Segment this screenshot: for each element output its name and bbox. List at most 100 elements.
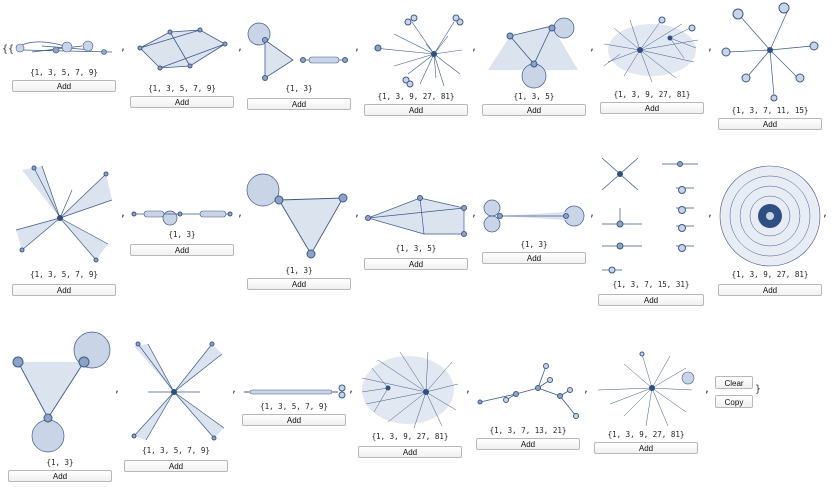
add-button-18[interactable]: Add: [358, 446, 462, 458]
add-button-10[interactable]: Add: [247, 278, 351, 290]
separator: ,: [354, 42, 361, 53]
separator: ,: [589, 208, 596, 219]
graph-2: [137, 27, 228, 71]
add-button-19[interactable]: Add: [476, 438, 580, 450]
outer-open-brace: {{: [2, 44, 15, 55]
add-button-16[interactable]: Add: [124, 460, 228, 472]
graph-cell-20: {1, 3, 9, 27, 81} Add: [594, 350, 698, 458]
graph-20: [597, 351, 695, 427]
graph-cell-15: {1, 3} Add: [8, 328, 112, 484]
graph-7-caption: {1, 3, 7, 11, 15}: [731, 106, 809, 115]
add-button-1[interactable]: Add: [12, 80, 116, 92]
add-button-6[interactable]: Add: [600, 102, 704, 114]
graph-10-caption: {1, 3}: [285, 266, 313, 275]
add-button-15[interactable]: Add: [8, 470, 112, 482]
graph-4-caption: {1, 3, 9, 27, 81}: [377, 92, 455, 101]
graph-cell-7: {1, 3, 7, 11, 15} Add: [718, 2, 822, 132]
graph-cell-12: {1, 3} Add: [482, 196, 586, 268]
graph-3: [247, 22, 348, 81]
graph-19: [477, 363, 579, 419]
graph-11: [365, 195, 467, 237]
add-button-5[interactable]: Add: [482, 104, 586, 116]
graph-cell-8: {1, 3, 5, 7, 9} Add: [12, 160, 116, 300]
separator: ,: [120, 42, 127, 53]
graph-16-caption: {1, 3, 5, 7, 9}: [142, 446, 210, 455]
graph-cell-10: {1, 3} Add: [246, 170, 351, 292]
graph-18: [361, 351, 459, 429]
graph-cell-2: {1, 3, 5, 7, 9} Add: [130, 24, 234, 108]
graph-cell-6: {1, 3, 9, 27, 81} Add: [600, 14, 704, 118]
graph-5-caption: {1, 3, 5}: [513, 92, 555, 101]
outer-close-brace: }: [755, 384, 762, 395]
separator: ,: [583, 384, 590, 395]
separator: ,: [707, 208, 714, 219]
graph-13-caption: {1, 3, 7, 15, 31}: [612, 280, 690, 289]
graph-12: [483, 199, 585, 233]
separator: ,: [348, 384, 355, 395]
separator: ,: [471, 42, 478, 53]
graph-cell-19: {1, 3, 7, 13, 21} Add: [476, 360, 580, 452]
add-button-20[interactable]: Add: [594, 442, 698, 454]
graph-14-caption: {1, 3, 9, 27, 81}: [731, 270, 809, 279]
graph-cell-13: {1, 3, 7, 15, 31} Add: [598, 152, 704, 308]
separator: ,: [231, 384, 238, 395]
graph-10: [246, 173, 348, 259]
graph-17: [244, 384, 346, 399]
add-button-2[interactable]: Add: [130, 96, 234, 108]
add-button-13[interactable]: Add: [598, 294, 704, 306]
add-button-8[interactable]: Add: [12, 284, 116, 296]
graph-cell-17: {1, 3, 5, 7, 9} Add: [242, 380, 346, 428]
graph-5: [488, 17, 578, 89]
separator: ,: [822, 208, 829, 219]
graph-18-caption: {1, 3, 9, 27, 81}: [371, 432, 449, 441]
graph-19-caption: {1, 3, 7, 13, 21}: [489, 426, 567, 435]
separator: ,: [707, 42, 714, 53]
graph-cell-5: {1, 3, 5} Add: [482, 16, 586, 116]
separator: ,: [354, 208, 361, 219]
graph-cell-4: {1, 3, 9, 27, 81} Add: [364, 14, 468, 118]
graph-6-caption: {1, 3, 9, 27, 81}: [613, 90, 691, 99]
graph-20-caption: {1, 3, 9, 27, 81}: [607, 430, 685, 439]
separator: ,: [471, 208, 478, 219]
separator: ,: [465, 384, 472, 395]
add-button-9[interactable]: Add: [130, 244, 234, 256]
add-button-7[interactable]: Add: [718, 118, 822, 130]
add-button-14[interactable]: Add: [718, 284, 822, 296]
separator: ,: [237, 42, 244, 53]
graph-cell-1: {1, 3, 5, 7, 9} Add: [12, 38, 116, 98]
separator: ,: [114, 384, 121, 395]
add-button-12[interactable]: Add: [482, 252, 586, 264]
separator: ,: [704, 384, 711, 395]
separator: ,: [237, 208, 244, 219]
graph-1: [15, 40, 113, 55]
graph-cell-11: {1, 3, 5} Add: [364, 194, 468, 272]
graph-14: [719, 165, 821, 267]
copy-button[interactable]: Copy: [715, 395, 753, 408]
graph-17-caption: {1, 3, 5, 7, 9}: [260, 402, 328, 411]
graph-11-caption: {1, 3, 5}: [395, 244, 437, 253]
graph-2-caption: {1, 3, 5, 7, 9}: [148, 84, 216, 93]
separator: ,: [589, 42, 596, 53]
add-button-4[interactable]: Add: [364, 104, 468, 116]
graph-9-caption: {1, 3}: [168, 230, 196, 239]
graph-8-caption: {1, 3, 5, 7, 9}: [30, 270, 98, 279]
graph-15-caption: {1, 3}: [46, 458, 74, 467]
graph-12-caption: {1, 3}: [520, 240, 548, 249]
graph-cell-9: {1, 3} Add: [130, 200, 234, 260]
graph-8: [15, 165, 113, 263]
graph-cell-16: {1, 3, 5, 7, 9} Add: [124, 340, 228, 474]
graph-3-caption: {1, 3}: [285, 84, 313, 93]
graph-9: [131, 210, 233, 226]
add-button-3[interactable]: Add: [247, 98, 351, 110]
add-button-17[interactable]: Add: [242, 414, 346, 426]
graph-1-caption: {1, 3, 5, 7, 9}: [30, 68, 98, 77]
graph-cell-3: {1, 3} Add: [247, 20, 351, 112]
separator: ,: [120, 208, 127, 219]
graph-6: [603, 16, 699, 83]
graph-15: [12, 331, 111, 453]
add-button-11[interactable]: Add: [364, 258, 468, 270]
graph-cell-18: {1, 3, 9, 27, 81} Add: [358, 348, 462, 460]
graph-13: [601, 157, 698, 274]
clear-button[interactable]: Clear: [715, 376, 753, 389]
graph-4: [373, 14, 464, 88]
